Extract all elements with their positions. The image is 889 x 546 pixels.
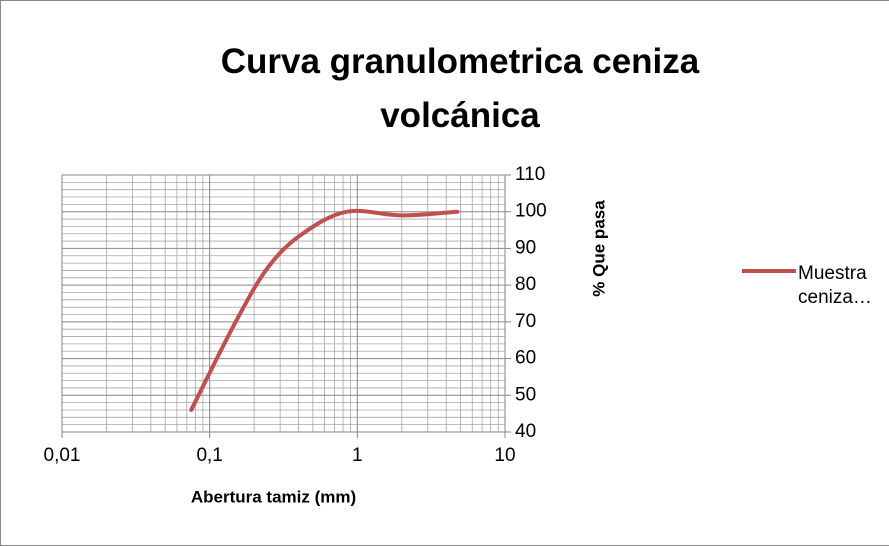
y-tick-label: 100 <box>515 201 547 222</box>
y-tick-label: 110 <box>515 164 545 185</box>
y-tick-label: 60 <box>515 348 536 369</box>
y-tick-label: 70 <box>515 311 536 332</box>
y-tick-label: 90 <box>515 237 536 258</box>
x-axis-label: Abertura tamiz (mm) <box>191 487 356 506</box>
legend-label: Muestra ceniza… <box>798 263 872 308</box>
y-tick-label: 80 <box>515 274 536 295</box>
y-tick-label: 40 <box>515 421 536 442</box>
data-line <box>189 208 460 412</box>
y-axis-label: % Que pasa <box>589 200 608 297</box>
y-tick-label: 50 <box>515 384 536 405</box>
x-tick-label: 1 <box>352 445 363 466</box>
x-tick-label: 0,1 <box>196 445 222 466</box>
x-tick-label: 10 <box>494 445 515 466</box>
chart-title: Curva granulometrica ceniza volcánica <box>220 42 700 135</box>
x-tick-label: 0,01 <box>44 445 81 466</box>
